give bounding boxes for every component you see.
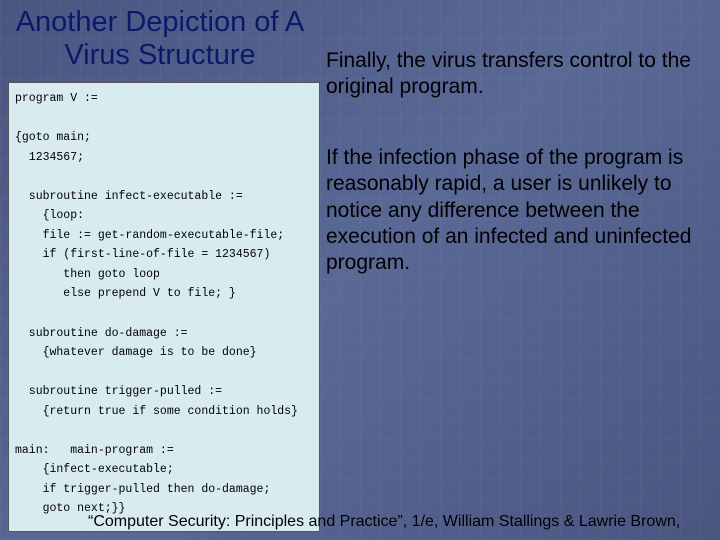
code-listing: program V := {goto main; 1234567; subrou…: [8, 82, 320, 532]
body-paragraph-1: Finally, the virus transfers control to …: [326, 48, 706, 101]
body-paragraph-2: If the infection phase of the program is…: [326, 145, 706, 276]
citation-text: “Computer Security: Principles and Pract…: [88, 512, 698, 532]
slide-title: Another Depiction of A Virus Structure: [10, 6, 310, 73]
